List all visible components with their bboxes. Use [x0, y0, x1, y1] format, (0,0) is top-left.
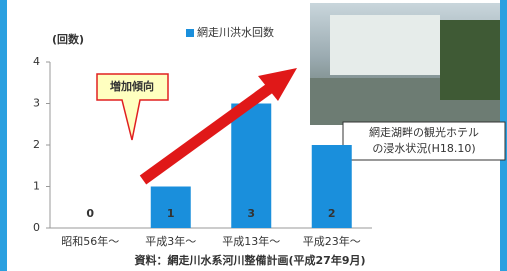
- source: 資料：網走川水系河川整備計画(平成27年9月): [134, 253, 365, 267]
- x-tick-label: 平成3年～: [145, 234, 196, 248]
- data-label: 1: [167, 207, 175, 220]
- photo-caption: の浸水状況(H18.10): [372, 141, 475, 155]
- legend-label: 網走川洪水回数: [197, 25, 274, 39]
- photo-trees: [440, 20, 500, 100]
- y-tick-label: 2: [33, 138, 40, 151]
- photo: [310, 3, 500, 125]
- y-tick-label: 1: [33, 180, 40, 193]
- annotation: 増加傾向: [110, 79, 154, 93]
- y-tick-label: 4: [33, 55, 40, 68]
- y-tick-label: 3: [33, 97, 40, 110]
- data-label: 2: [328, 207, 336, 220]
- chart: 網走湖畔の観光ホテル の浸水状況(H18.10) (回数) 資料：網走川水系河川…: [0, 0, 507, 271]
- left-border: [0, 0, 7, 271]
- legend-swatch: [186, 29, 194, 37]
- photo-caption: 網走湖畔の観光ホテル: [369, 125, 479, 139]
- x-tick-label: 平成23年～: [303, 234, 361, 248]
- y-axis-label: (回数): [52, 32, 84, 46]
- x-tick-label: 昭和56年～: [61, 234, 119, 248]
- y-tick-label: 0: [33, 221, 40, 234]
- data-label: 0: [86, 207, 94, 220]
- x-tick-label: 平成13年～: [222, 234, 280, 248]
- data-label: 3: [247, 207, 255, 220]
- callout: 増加傾向: [97, 74, 168, 140]
- photo-building: [330, 15, 440, 75]
